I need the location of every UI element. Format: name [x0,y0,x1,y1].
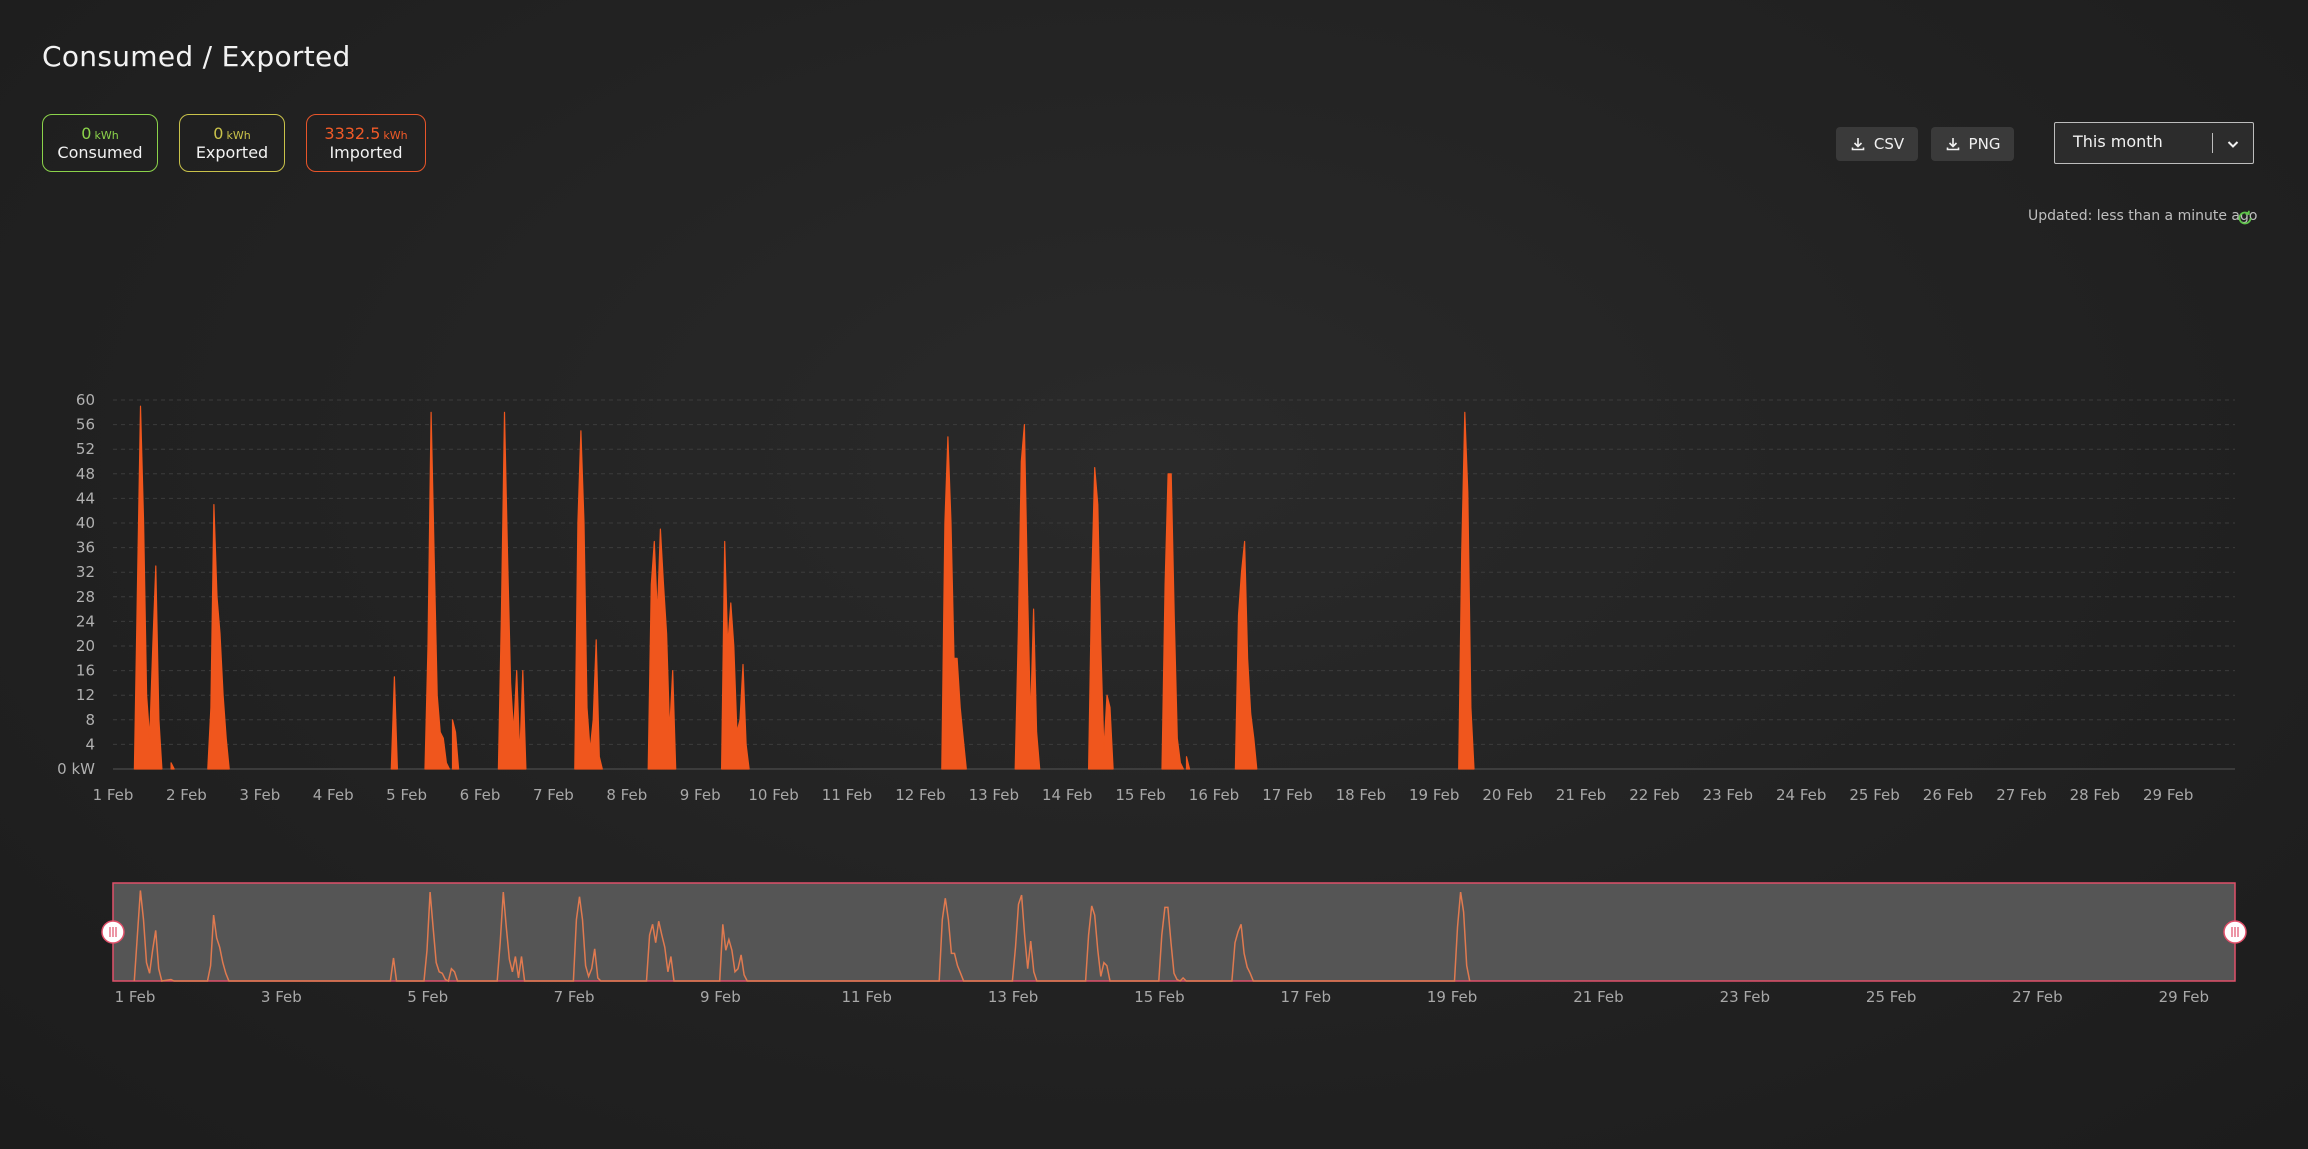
y-tick-label: 52 [76,440,95,458]
navigator-window[interactable] [112,882,2236,982]
y-tick-label: 48 [76,465,95,483]
x-tick-label: 27 Feb [1996,786,2046,804]
y-tick-label: 28 [76,588,95,606]
y-tick-label: 4 [85,735,95,753]
period-select[interactable]: This month [2054,122,2254,164]
x-tick-label: 29 Feb [2143,786,2193,804]
imported-area-series [133,405,1475,770]
x-tick-label: 26 Feb [1923,786,1973,804]
stat-exported-unit: kWh [226,128,251,142]
x-tick-label: 15 Feb [1115,786,1165,804]
navigator-tick-label: 5 Feb [407,988,448,1006]
stat-exported: 0 kWh Exported [179,114,285,172]
x-tick-label: 19 Feb [1409,786,1459,804]
refresh-icon[interactable] [2236,209,2254,227]
x-tick-label: 9 Feb [680,786,721,804]
navigator-series-line [133,890,1471,983]
csv-download-button[interactable]: CSV [1836,127,1918,161]
x-tick-label: 2 Feb [166,786,207,804]
stat-imported: 3332.5 kWh Imported [306,114,426,172]
stat-consumed-label: Consumed [57,142,143,162]
stat-exported-value: 0 [213,123,224,143]
navigator-tick-label: 9 Feb [700,988,741,1006]
y-tick-label: 8 [85,711,95,729]
x-tick-label: 18 Feb [1336,786,1386,804]
x-tick-label: 23 Feb [1703,786,1753,804]
x-tick-label: 4 Feb [313,786,354,804]
download-icon [1946,138,1959,151]
y-tick-label: 40 [76,514,95,532]
x-tick-label: 12 Feb [895,786,945,804]
navigator-tick-label: 13 Feb [988,988,1038,1006]
navigator-tick-label: 19 Feb [1427,988,1477,1006]
png-download-button[interactable]: PNG [1931,127,2014,161]
period-select-value: This month [2073,132,2163,151]
navigator-tick-label: 3 Feb [261,988,302,1006]
x-tick-label: 28 Feb [2070,786,2120,804]
x-tick-label: 11 Feb [822,786,872,804]
x-tick-label: 22 Feb [1629,786,1679,804]
x-tick-label: 20 Feb [1482,786,1532,804]
y-tick-label: 60 [76,391,95,409]
x-tick-label: 17 Feb [1262,786,1312,804]
updated-status: Updated: less than a minute ago [2028,208,2258,224]
y-tick-label: 36 [76,539,95,557]
navigator-tick-label: 23 Feb [1720,988,1770,1006]
navigator-tick-label: 25 Feb [1866,988,1916,1006]
stat-imported-label: Imported [329,142,403,162]
y-tick-label: 20 [76,637,95,655]
x-tick-label: 3 Feb [239,786,280,804]
period-select-separator [2212,133,2213,153]
y-tick-label: 44 [76,489,95,507]
stat-imported-unit: kWh [383,128,408,142]
y-tick-label: 24 [76,612,95,630]
stat-imported-value-row: 3332.5 kWh [324,124,407,143]
chevron-down-icon [2227,141,2239,148]
stat-exported-value-row: 0 kWh [213,124,250,143]
navigator-tick-label: 1 Feb [115,988,156,1006]
navigator-tick-label: 29 Feb [2159,988,2209,1006]
x-tick-label: 6 Feb [460,786,501,804]
x-tick-label: 21 Feb [1556,786,1606,804]
x-tick-label: 8 Feb [606,786,647,804]
png-button-label: PNG [1968,135,2001,153]
navigator-tick-label: 27 Feb [2012,988,2062,1006]
x-tick-label: 24 Feb [1776,786,1826,804]
stat-consumed: 0 kWh Consumed [42,114,158,172]
x-tick-label: 7 Feb [533,786,574,804]
y-tick-label: 32 [76,563,95,581]
y-tick-label: 12 [76,686,95,704]
x-tick-label: 13 Feb [969,786,1019,804]
navigator-tick-label: 11 Feb [842,988,892,1006]
stat-imported-value: 3332.5 [324,123,381,143]
x-tick-label: 25 Feb [1849,786,1899,804]
stat-consumed-unit: kWh [94,128,119,142]
x-tick-label: 1 Feb [93,786,134,804]
navigator-tick-label: 17 Feb [1281,988,1331,1006]
x-tick-label: 16 Feb [1189,786,1239,804]
stat-exported-label: Exported [195,142,269,162]
stat-consumed-value: 0 [81,123,92,143]
download-icon [1851,138,1865,151]
y-tick-label: 56 [76,416,95,434]
x-tick-label: 5 Feb [386,786,427,804]
stat-consumed-value-row: 0 kWh [81,124,118,143]
navigator-tick-label: 21 Feb [1573,988,1623,1006]
y-tick-label: 0 kW [57,760,95,778]
navigator-tick-label: 15 Feb [1134,988,1184,1006]
y-tick-label: 16 [76,662,95,680]
page-title: Consumed / Exported [42,40,351,73]
navigator-tick-label: 7 Feb [554,988,595,1006]
x-tick-label: 14 Feb [1042,786,1092,804]
csv-button-label: CSV [1873,135,1905,153]
x-tick-label: 10 Feb [748,786,798,804]
